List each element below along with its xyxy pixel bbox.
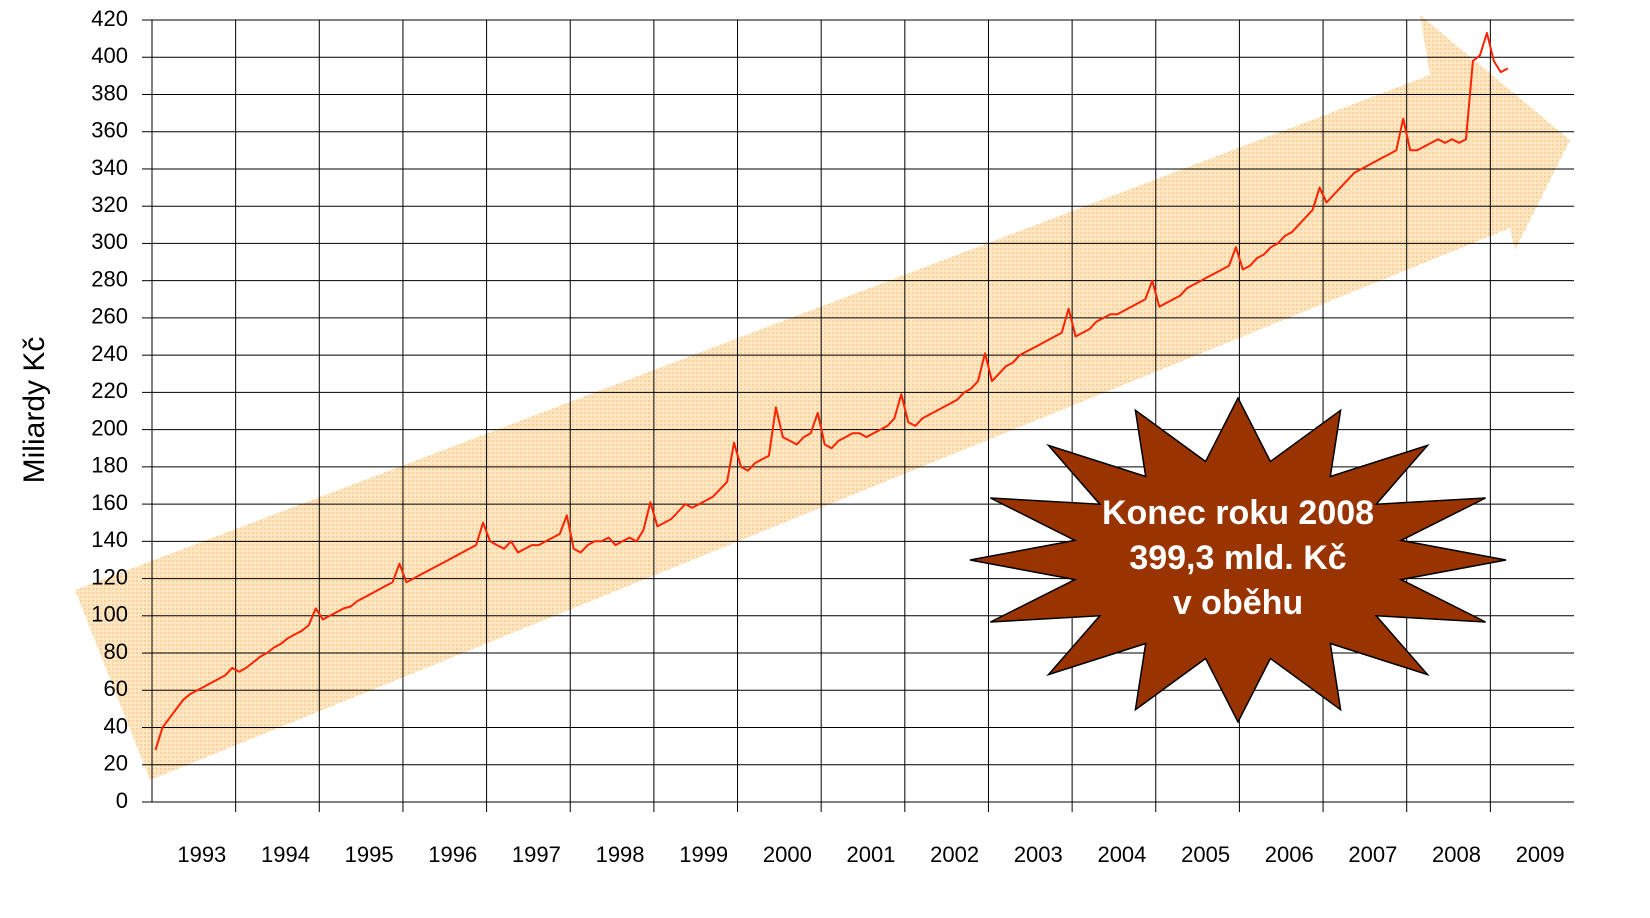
trend-arrow (75, 15, 1570, 780)
annotation: 399,3 mld. Kč (1129, 539, 1346, 577)
y-tick-label: 180 (91, 453, 128, 478)
x-tick-label: 1996 (428, 842, 477, 867)
x-tick-label: 1997 (512, 842, 561, 867)
y-tick-label: 200 (91, 415, 128, 440)
y-tick-label: 400 (91, 43, 128, 68)
annotation: v oběhu (1173, 584, 1303, 622)
y-tick-label: 100 (91, 602, 128, 627)
x-tick-label: 2004 (1097, 842, 1146, 867)
x-tick-label: 2009 (1516, 842, 1565, 867)
x-tick-label: 2002 (930, 842, 979, 867)
x-tick-label: 2005 (1181, 842, 1230, 867)
y-tick-label: 160 (91, 490, 128, 515)
x-tick-label: 1999 (679, 842, 728, 867)
y-tick-label: 300 (91, 229, 128, 254)
page: 0 20 40 60 80 100 120 140 160 180 200 220 240 260 280 3… (0, 0, 1650, 918)
y-tick-label: 320 (91, 192, 128, 217)
y-tick-label: 20 (104, 751, 128, 776)
y-tick-label: 240 (91, 341, 128, 366)
y-tick-label: 40 (104, 713, 128, 738)
x-tick-label: 1994 (261, 842, 310, 867)
x-tick-label: 1998 (596, 842, 645, 867)
y-tick-label: 120 (91, 564, 128, 589)
x-tick-label: 2007 (1348, 842, 1397, 867)
y-tick-label: 420 (91, 6, 128, 31)
x-tick-label: 2003 (1014, 842, 1063, 867)
y-tick-label: 220 (91, 378, 128, 403)
y-axis-label: Miliardy Kč (18, 337, 51, 484)
x-tick-label: 1993 (177, 842, 226, 867)
y-tick-label: 80 (104, 639, 128, 664)
x-tick-label: 2001 (847, 842, 896, 867)
y-tick-label: 140 (91, 527, 128, 552)
y-tick-label: 340 (91, 155, 128, 180)
chart: 0 20 40 60 80 100 120 140 160 180 200 220 240 260 280 3… (0, 0, 1650, 913)
x-tick-label: 1995 (345, 842, 394, 867)
y-tick-label: 260 (91, 304, 128, 329)
x-tick-label: 2000 (763, 842, 812, 867)
y-tick-label: 60 (104, 676, 128, 701)
y-tick-label: 0 (116, 788, 128, 813)
annotation: Konec roku 2008 (1102, 494, 1374, 532)
y-tick-label: 360 (91, 118, 128, 143)
x-tick-label: 2008 (1432, 842, 1481, 867)
y-tick-label: 380 (91, 80, 128, 105)
x-tick-label: 2006 (1265, 842, 1314, 867)
y-tick-label: 280 (91, 266, 128, 291)
